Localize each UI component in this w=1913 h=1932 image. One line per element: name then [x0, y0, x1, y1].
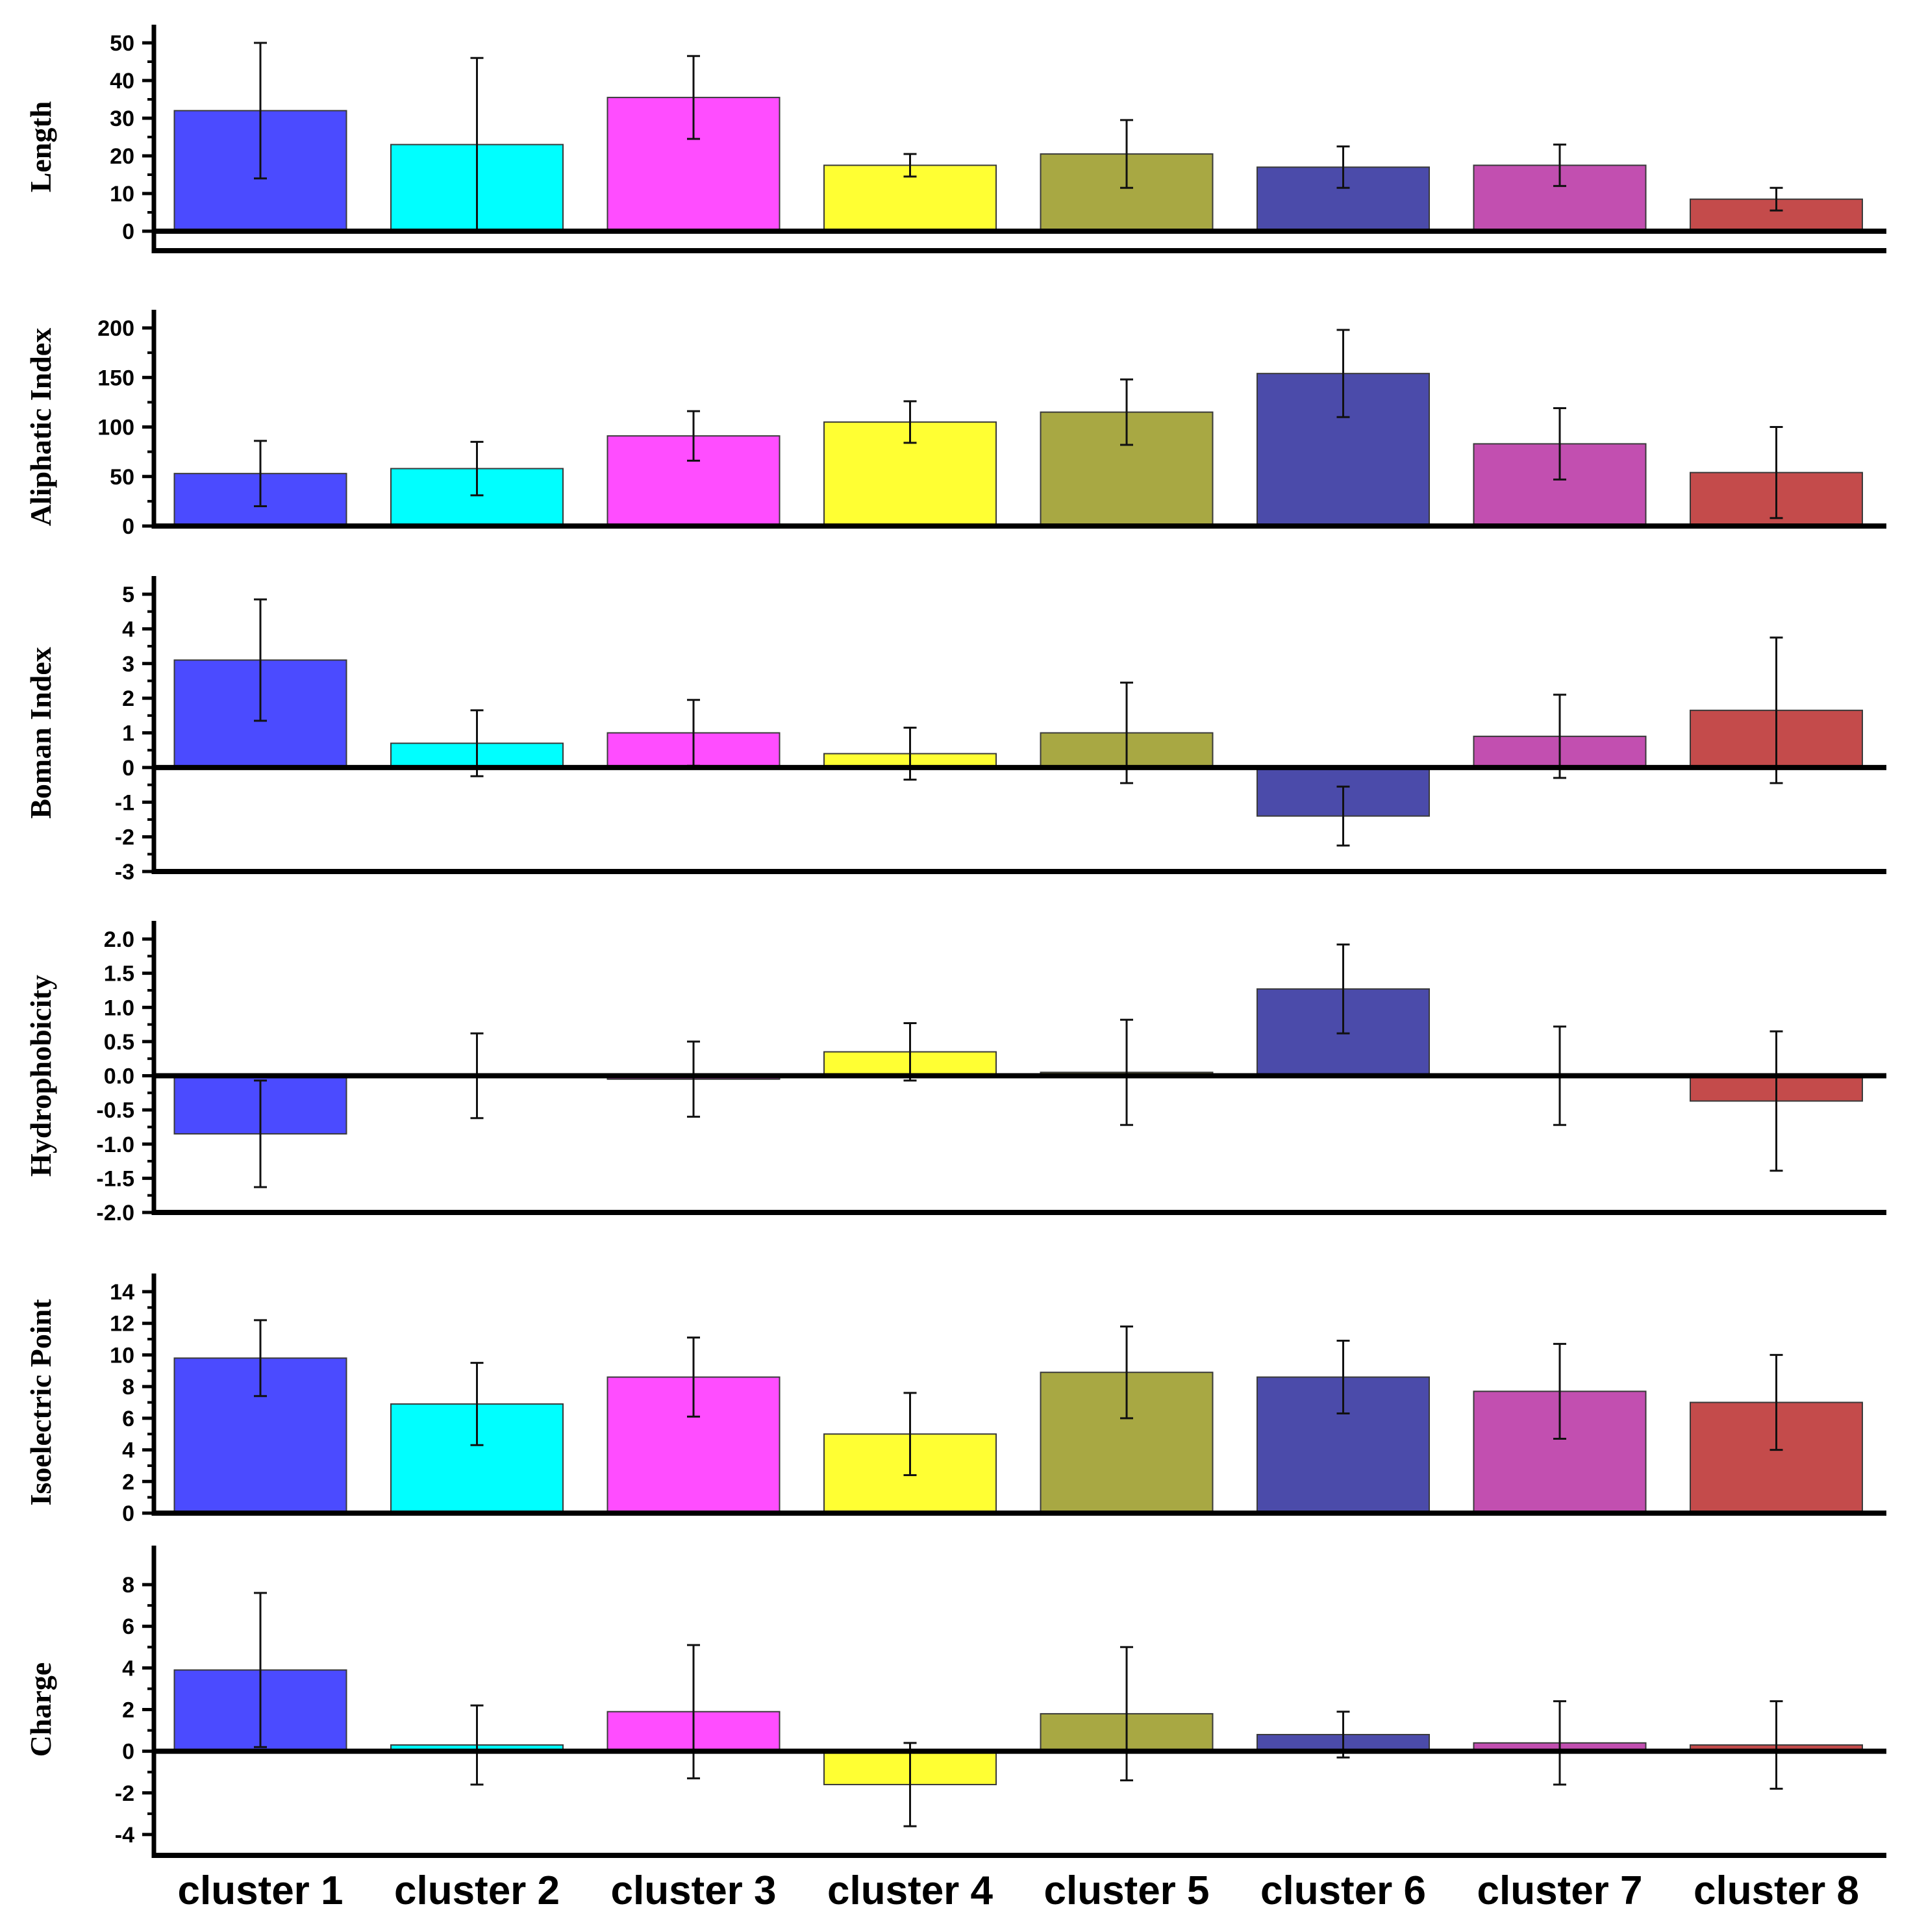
panel-1: 0 10 20 30 40 50 Length — [24, 25, 1886, 253]
x-category-label: cluster 8 — [1694, 1868, 1859, 1913]
y-tick-label: 1.0 — [104, 996, 134, 1020]
y-tick-label: 50 — [110, 31, 134, 56]
y-tick-label: 4 — [122, 1656, 134, 1681]
panel-5: 0 2 4 6 8 10 12 14 Isoelectric Point — [24, 1273, 1886, 1526]
y-tick-label: 200 — [97, 316, 134, 341]
y-tick-label: -1 — [115, 790, 134, 815]
y-tick-label: 150 — [97, 366, 134, 390]
y-tick-label: 50 — [110, 465, 134, 490]
panel-3: -3 -2 -1 0 1 2 3 4 5 Boman Index — [24, 576, 1886, 884]
y-tick-label: 20 — [110, 144, 134, 169]
y-axis-label: Length — [24, 101, 57, 193]
y-tick-label: 30 — [110, 107, 134, 131]
y-tick-label: 100 — [97, 416, 134, 440]
panel-6: -4 -2 0 2 4 6 8 Charge — [24, 1546, 1886, 1858]
y-tick-label: 14 — [110, 1280, 134, 1305]
y-tick-label: 0 — [122, 756, 134, 781]
y-axis-label: Hydrophobicity — [24, 975, 57, 1177]
y-tick-label: -2.0 — [96, 1201, 134, 1225]
y-tick-label: 6 — [122, 1614, 134, 1639]
y-tick-label: 2 — [122, 686, 134, 711]
x-category-label: cluster 2 — [394, 1868, 560, 1913]
y-tick-label: 0 — [122, 1501, 134, 1526]
y-tick-label: 0.0 — [104, 1064, 134, 1089]
y-axis-label: Aliphatic Index — [24, 328, 57, 526]
x-category-label: cluster 3 — [610, 1868, 776, 1913]
y-tick-label: 6 — [122, 1407, 134, 1431]
panel-4: -2.0 -1.5 -1.0 -0.5 0.0 0.5 1.0 1.5 2.0 Hydrophob… — [24, 921, 1886, 1225]
y-tick-label: 10 — [110, 1343, 134, 1368]
y-tick-label: 0.5 — [104, 1030, 134, 1055]
y-tick-label: 2.0 — [104, 927, 134, 952]
y-tick-label: 2 — [122, 1698, 134, 1723]
y-tick-label: 40 — [110, 69, 134, 94]
y-tick-label: 12 — [110, 1312, 134, 1336]
y-tick-label: 1.5 — [104, 962, 134, 986]
y-tick-label: 2 — [122, 1470, 134, 1494]
x-category-label: cluster 4 — [827, 1868, 994, 1913]
y-tick-label: 5 — [122, 583, 134, 607]
y-tick-label: -0.5 — [96, 1098, 134, 1123]
y-tick-label: -1.5 — [96, 1166, 134, 1191]
panel-2: 0 50 100 150 200 Aliphatic Index — [24, 310, 1886, 539]
y-axis-label: Isoelectric Point — [24, 1299, 57, 1506]
y-tick-label: -2 — [115, 1781, 134, 1806]
y-tick-label: 4 — [122, 1438, 134, 1463]
y-tick-label: 3 — [122, 652, 134, 677]
y-tick-label: 10 — [110, 182, 134, 207]
x-category-label: cluster 5 — [1044, 1868, 1209, 1913]
y-tick-label: 0 — [122, 1740, 134, 1764]
x-category-label: cluster 6 — [1260, 1868, 1426, 1913]
y-axis-label: Charge — [24, 1662, 57, 1757]
y-tick-label: 0 — [122, 514, 134, 539]
y-tick-label: 8 — [122, 1573, 134, 1598]
y-tick-label: 8 — [122, 1375, 134, 1399]
y-axis-label: Boman Index — [24, 647, 57, 819]
x-category-label: cluster 7 — [1477, 1868, 1642, 1913]
y-tick-label: -3 — [115, 860, 134, 884]
y-tick-label: 4 — [122, 617, 134, 642]
y-tick-label: 1 — [122, 721, 134, 746]
y-tick-label: 0 — [122, 220, 134, 244]
y-tick-label: -2 — [115, 825, 134, 850]
x-category-label: cluster 1 — [177, 1868, 343, 1913]
y-tick-label: -4 — [115, 1823, 134, 1848]
y-tick-label: -1.0 — [96, 1133, 134, 1157]
